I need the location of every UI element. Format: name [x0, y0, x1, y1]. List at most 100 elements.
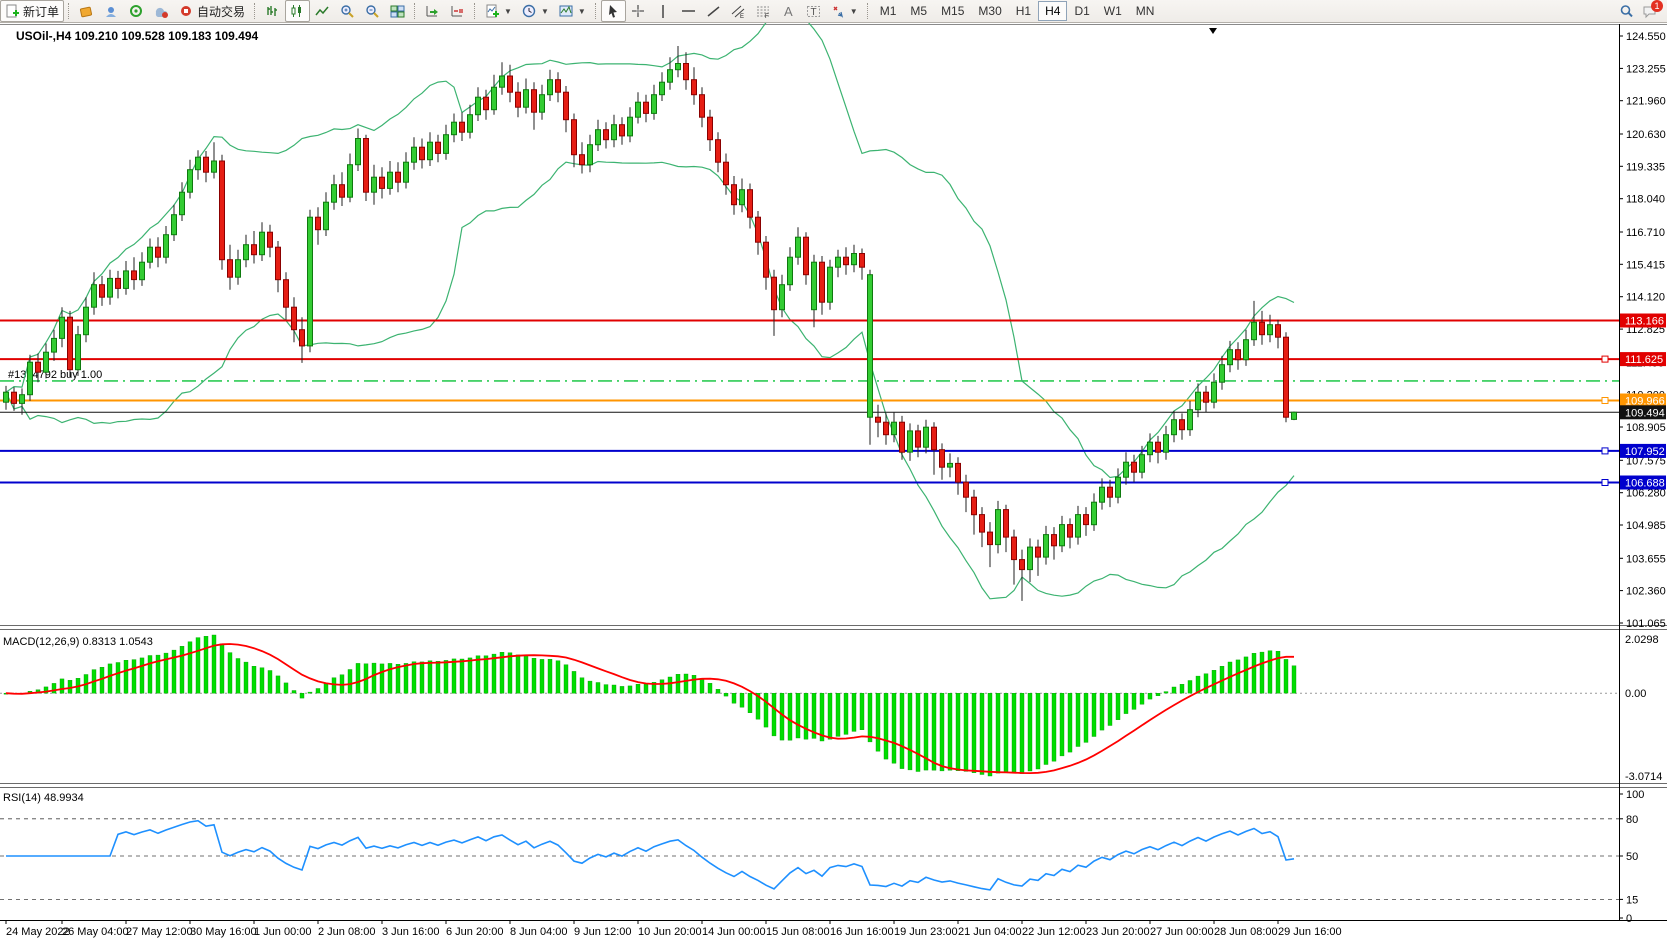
date-tick-label: 16 Jun 16:00 [830, 926, 894, 938]
data-window-button[interactable] [99, 0, 124, 22]
rsi-label: RSI(14) 48.9934 [3, 792, 84, 804]
price-tick-label: 124.550 [1626, 31, 1666, 43]
chevron-down-icon: ▼ [504, 6, 512, 16]
fibonacci-button[interactable]: F [751, 0, 776, 22]
timeframe-h4-button[interactable]: H4 [1038, 1, 1068, 21]
strategy-tester-button[interactable] [149, 0, 174, 22]
svg-text:T: T [810, 7, 816, 18]
line-handle[interactable] [1601, 479, 1609, 486]
market-watch-button[interactable] [74, 0, 99, 22]
price-tick-label: 120.630 [1626, 129, 1666, 141]
tile-windows-button[interactable] [385, 0, 410, 22]
vertical-line-button[interactable] [651, 0, 676, 22]
notifications-button[interactable]: 1 [1642, 0, 1663, 19]
price-tick-label: 119.335 [1626, 161, 1665, 173]
price-tick-label: 121.960 [1626, 96, 1666, 108]
svg-text:A: A [784, 4, 793, 19]
bar-chart-button[interactable] [260, 0, 285, 22]
date-tick-label: 8 Jun 04:00 [510, 926, 568, 938]
price-tick-label: 107.575 [1626, 455, 1666, 467]
rsi-scale-label: 100 [1626, 789, 1644, 801]
price-badge-label: 107.952 [1625, 446, 1665, 458]
text-button[interactable]: A [776, 0, 801, 22]
text-label-button[interactable]: T [801, 0, 826, 22]
auto-scroll-button[interactable] [420, 0, 445, 22]
autotrading-button[interactable]: 自动交易 [174, 0, 250, 22]
timeframe-m5-button[interactable]: M5 [910, 4, 928, 18]
timeframe-w1-button[interactable]: W1 [1103, 4, 1122, 18]
price-tick-label: 123.255 [1626, 63, 1666, 75]
price-badge [1620, 475, 1666, 490]
date-tick-label: 26 May 04:00 [62, 926, 129, 938]
price-badge [1620, 405, 1666, 420]
zoom-in-button[interactable] [335, 0, 360, 22]
templates-button[interactable]: ▼ [554, 0, 591, 22]
shift-marker-icon [1209, 28, 1217, 34]
rsi-line [6, 819, 1295, 891]
chart-shift-button[interactable] [445, 0, 470, 22]
candlestick-chart-button[interactable] [285, 0, 311, 22]
date-tick-label: 2 Jun 08:00 [318, 926, 376, 938]
date-tick-label: 27 May 12:00 [126, 926, 193, 938]
chevron-down-icon: ▼ [577, 6, 586, 16]
macd-scale-top: 2.0298 [1625, 634, 1659, 646]
date-tick-label: 28 Jun 08:00 [1214, 926, 1278, 938]
price-tick-label: 103.655 [1626, 553, 1666, 565]
date-tick-label: 24 May 2022 [6, 926, 70, 938]
main-toolbar: 新订单 自动交易 ▼ ▼ ▼ E F A T ▼ M1 M5 M15 M30 H1 H4 D1 W1 MN 1 [0, 0, 1667, 23]
price-badge [1620, 393, 1666, 408]
price-badge-label: 113.166 [1625, 316, 1664, 328]
new-order-button[interactable]: 新订单 [0, 0, 65, 22]
bollinger-upper-band [5, 23, 1295, 479]
periods-clock-button[interactable]: ▼ [517, 0, 554, 22]
date-tick-label: 22 Jun 12:00 [1022, 926, 1086, 938]
line-handle[interactable] [1601, 355, 1609, 363]
line-handle[interactable] [1601, 447, 1609, 455]
date-tick-label: 21 Jun 04:00 [958, 926, 1022, 938]
macd-scale-zero: 0.00 [1625, 688, 1646, 700]
price-tick-label: 116.710 [1626, 227, 1665, 239]
price-tick-label: 114.120 [1626, 292, 1665, 304]
timeframe-m1-button[interactable]: M1 [879, 4, 897, 18]
navigator-button[interactable] [124, 0, 149, 22]
price-tick-label: 104.985 [1626, 520, 1666, 532]
timeframe-mn-button[interactable]: MN [1135, 4, 1155, 18]
date-tick-label: 14 Jun 00:00 [702, 926, 766, 938]
svg-text:E: E [740, 14, 744, 19]
zoom-out-button[interactable] [360, 0, 385, 22]
arrows-button[interactable]: ▼ [826, 0, 863, 22]
date-tick-label: 27 Jun 00:00 [1150, 926, 1214, 938]
timeframe-m15-button[interactable]: M15 [941, 4, 965, 18]
date-tick-label: 10 Jun 20:00 [638, 926, 702, 938]
line-handle[interactable] [1601, 397, 1609, 404]
chart-title: USOil-,H4 109.210 109.528 109.183 109.49… [16, 29, 259, 43]
chart-window: #1394792 buy 1.00 124.550 123.255 121.960 12… [0, 23, 1667, 941]
price-badge [1620, 443, 1666, 458]
chevron-down-icon: ▼ [849, 6, 858, 16]
date-tick-label: 19 Jun 23:00 [894, 926, 958, 938]
rsi-scale-label: 15 [1626, 894, 1638, 906]
price-badge [1620, 313, 1666, 328]
search-button[interactable] [1619, 4, 1634, 19]
timeframe-m30-button[interactable]: M30 [978, 4, 1002, 18]
price-tick-label: 118.040 [1626, 194, 1665, 206]
chart-canvas[interactable]: #1394792 buy 1.00 124.550 123.255 121.960 12… [0, 23, 1667, 941]
line-chart-button[interactable] [310, 0, 335, 22]
date-tick-label: 30 May 16:00 [190, 926, 257, 938]
macd-signal-line [5, 643, 1294, 775]
rsi-scale-label: 50 [1626, 851, 1638, 863]
indicators-button[interactable]: ▼ [480, 0, 517, 22]
timeframe-d1-button[interactable]: D1 [1074, 4, 1090, 18]
timeframe-h1-button[interactable]: H1 [1015, 4, 1032, 18]
horizontal-line-button[interactable] [676, 0, 701, 22]
macd-label: MACD(12,26,9) 0.8313 1.0543 [3, 636, 153, 648]
trendline-button[interactable] [701, 0, 726, 22]
price-badge-label: 109.966 [1625, 396, 1665, 408]
position-label: #1394792 buy 1.00 [8, 369, 102, 381]
price-tick-label: 101.065 [1626, 618, 1666, 630]
date-tick-label: 15 Jun 08:00 [766, 926, 830, 938]
svg-text:F: F [765, 14, 769, 19]
crosshair-button[interactable] [626, 0, 651, 22]
cursor-button[interactable] [600, 0, 626, 22]
equidistant-channel-button[interactable]: E [726, 0, 751, 22]
